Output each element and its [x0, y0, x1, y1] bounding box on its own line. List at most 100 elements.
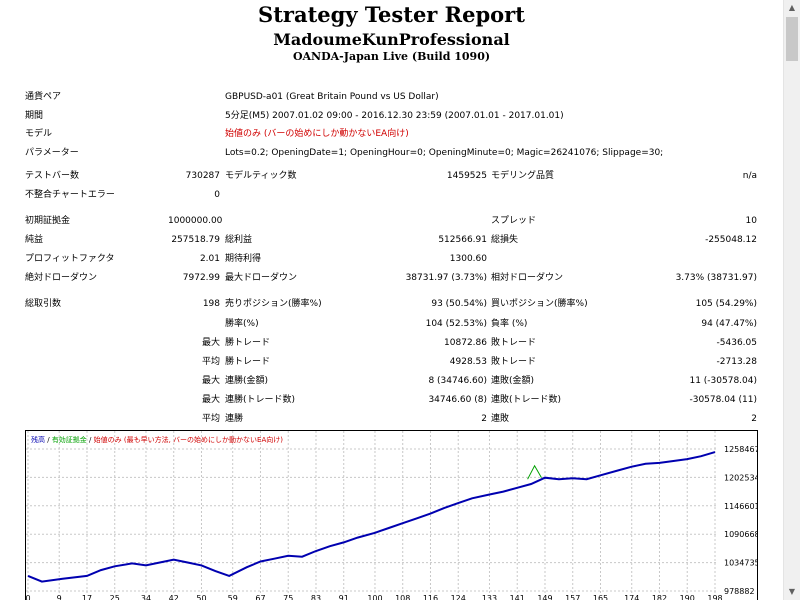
legend-margin: 有効証拠金	[52, 435, 87, 444]
legend-model: 始値のみ (最も早い方法, バーの始めにしか動かないEA向け)	[94, 435, 284, 444]
test-bars-value: 730287	[185, 171, 220, 181]
profit-factor-value: 2.01	[199, 254, 220, 264]
x-tick-label: 182	[652, 594, 667, 600]
average-loss-value: -2713.28	[716, 357, 757, 367]
win-rate-value: 104 (52.53%)	[425, 319, 487, 329]
largest-win-value: 10872.86	[444, 338, 487, 348]
average-word: 平均	[201, 357, 220, 367]
largest-word: 最大	[201, 338, 220, 348]
period-label: 期間	[25, 111, 44, 121]
legend-sep-1: /	[45, 436, 52, 444]
maximal-drawdown-value: 38731.97 (3.73%)	[405, 273, 487, 283]
x-tick-label: 0	[25, 594, 30, 600]
balance-chart: 1258467 1202534 1146601 1090668 1034735 97888…	[25, 430, 758, 600]
mismatch-label: 不整合チャートエラー	[25, 190, 115, 200]
average-consecutive-losses-value: 2	[751, 414, 757, 424]
initial-deposit-value: 1000000.00	[168, 216, 223, 226]
gross-loss-label: 総損失	[491, 235, 519, 245]
initial-deposit-label: 初期証拠金	[25, 216, 71, 226]
report-page: Strategy Tester Report MadoumeKunProfess…	[25, 2, 758, 600]
expected-payoff-label: 期待利得	[225, 254, 262, 264]
model-label: モデル	[25, 129, 53, 139]
vertical-scrollbar[interactable]: ▲ ▼	[783, 0, 800, 600]
win-rate-label: 勝率(%)	[225, 319, 259, 329]
short-positions-label: 売りポジション(勝率%)	[225, 299, 322, 309]
parameters-value: Lots=0.2; OpeningDate=1; OpeningHour=0; …	[225, 148, 664, 158]
x-tick-label: 100	[367, 594, 382, 600]
absolute-drawdown-value: 7972.99	[182, 273, 220, 283]
spread-label: スプレッド	[491, 216, 537, 226]
absolute-drawdown-label: 絶対ドローダウン	[25, 273, 98, 283]
average-consecutive-losses-label: 連敗	[491, 414, 510, 424]
x-tick-label: 133	[482, 594, 497, 600]
consecutive-loss-value: -30578.04 (11)	[689, 395, 757, 405]
average-loss-label: 敗トレード	[491, 357, 537, 367]
largest-loss-value: -5436.05	[716, 338, 757, 348]
scroll-down-arrow-icon[interactable]: ▼	[788, 587, 796, 596]
report-title: Strategy Tester Report	[258, 2, 525, 27]
ticks-label: モデルティック数	[225, 171, 297, 181]
consecutive-loss-label: 連敗(トレード数)	[491, 395, 562, 405]
x-tick-label: 149	[537, 594, 552, 600]
quality-label: モデリング品質	[491, 171, 555, 181]
y-tick-label: 1202534	[724, 473, 758, 482]
period-value: 5分足(M5) 2007.01.02 09:00 - 2016.12.30 23…	[225, 111, 564, 121]
x-tick-label: 83	[311, 594, 321, 600]
consecutive-wins-amount-value: 8 (34746.60)	[428, 376, 487, 386]
ea-name: MadoumeKunProfessional	[273, 30, 510, 49]
x-tick-label: 42	[169, 594, 179, 600]
test-bars-label: テストバー数	[25, 171, 80, 181]
quality-value: n/a	[742, 171, 757, 181]
x-tick-label: 141	[510, 594, 525, 600]
largest-win-label: 勝トレード	[225, 338, 271, 348]
y-tick-label: 1146601	[724, 502, 758, 511]
y-tick-label: 1034735	[724, 559, 758, 568]
y-tick-label: 978882	[724, 587, 755, 596]
legend-sep-2: /	[87, 436, 94, 444]
x-tick-label: 174	[624, 594, 639, 600]
x-tick-label: 67	[255, 594, 265, 600]
x-tick-label: 124	[451, 594, 466, 600]
consecutive-profit-value: 34746.60 (8)	[428, 395, 487, 405]
long-positions-label: 買いポジション(勝率%)	[491, 299, 588, 309]
consecutive-wins-amount-label: 連勝(金額)	[225, 376, 269, 386]
consecutive-profit-label: 連勝(トレード数)	[225, 395, 296, 405]
long-positions-value: 105 (54.29%)	[695, 299, 757, 309]
consecutive-losses-amount-value: 11 (-30578.04)	[689, 376, 757, 386]
scroll-up-arrow-icon[interactable]: ▲	[788, 3, 796, 12]
margin-series-line	[527, 464, 542, 480]
server-name: OANDA-Japan Live (Build 1090)	[292, 50, 491, 63]
symbol-label: 通貨ペア	[25, 92, 62, 102]
x-tick-label: 116	[423, 594, 438, 600]
loss-rate-label: 負率 (%)	[491, 319, 528, 329]
x-tick-label: 59	[228, 594, 238, 600]
average-win-value: 4928.53	[449, 357, 487, 367]
profit-factor-label: プロフィットファクタ	[25, 254, 115, 264]
net-profit-label: 純益	[25, 235, 44, 245]
gross-loss-value: -255048.12	[705, 235, 757, 245]
ticks-value: 1459525	[446, 171, 487, 181]
average-win-label: 勝トレード	[225, 357, 271, 367]
chart-frame	[25, 430, 758, 600]
short-positions-value: 93 (50.54%)	[431, 299, 487, 309]
x-tick-label: 25	[110, 594, 120, 600]
loss-rate-value: 94 (47.47%)	[701, 319, 757, 329]
legend-balance: 残高	[31, 435, 45, 444]
y-axis-ticks: 1258467 1202534 1146601 1090668 1034735 97888…	[724, 445, 758, 596]
mismatch-value: 0	[214, 190, 220, 200]
maximal-drawdown-label: 最大ドローダウン	[225, 273, 298, 283]
model-value: 始値のみ (バーの始めにしか動かないEA向け)	[225, 129, 409, 139]
total-trades-value: 198	[202, 299, 220, 309]
gross-profit-label: 総利益	[225, 235, 253, 245]
x-tick-label: 190	[680, 594, 695, 600]
largest-loss-label: 敗トレード	[491, 338, 537, 348]
net-profit-value: 257518.79	[171, 235, 220, 245]
x-tick-label: 108	[395, 594, 410, 600]
average-consecutive-wins-label: 連勝	[225, 414, 244, 424]
consecutive-losses-amount-label: 連敗(金額)	[491, 376, 535, 386]
spread-value: 10	[745, 216, 757, 226]
x-tick-label: 34	[141, 594, 151, 600]
relative-drawdown-value: 3.73% (38731.97)	[675, 273, 757, 283]
maximal-word: 最大	[201, 395, 220, 405]
scrollbar-thumb[interactable]	[786, 17, 798, 61]
